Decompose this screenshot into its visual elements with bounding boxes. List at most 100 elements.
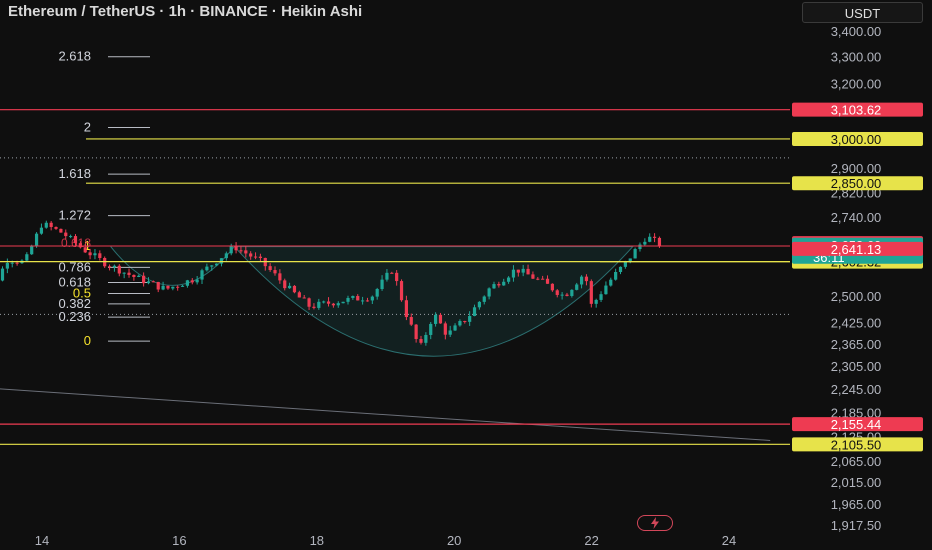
candle-body xyxy=(268,266,272,271)
candle-body xyxy=(579,276,584,285)
candle-body xyxy=(643,241,647,245)
candle-body xyxy=(161,285,165,290)
candle-body xyxy=(351,296,355,298)
candle-body xyxy=(331,303,336,306)
y-tick-label: 2,900.00 xyxy=(831,161,882,176)
candle-body xyxy=(210,265,214,267)
candle-body xyxy=(15,262,19,264)
fib-level-label: 2.618 xyxy=(58,49,91,64)
candle-body xyxy=(166,285,170,289)
y-tick-label: 2,305.00 xyxy=(831,359,882,374)
x-tick-label: 18 xyxy=(310,533,324,548)
candle-body xyxy=(180,285,185,287)
lightning-icon xyxy=(651,517,659,529)
candle-body xyxy=(185,280,190,286)
candle-body xyxy=(190,280,194,283)
candle-body xyxy=(429,323,433,335)
candle-body xyxy=(506,277,511,282)
candle-body xyxy=(390,272,394,274)
replay-button[interactable] xyxy=(637,515,673,531)
fib-level-label: 2 xyxy=(84,120,91,135)
candle-body xyxy=(10,262,14,264)
candle-body xyxy=(59,228,63,233)
candle-body xyxy=(341,301,345,304)
candle-body xyxy=(614,271,618,280)
candle-body xyxy=(229,246,233,254)
price-badge: 2,155.44 xyxy=(792,417,923,432)
x-tick-label: 24 xyxy=(722,533,736,548)
candle-body xyxy=(657,237,662,247)
candle-body xyxy=(93,253,97,256)
y-tick-label: 2,245.00 xyxy=(831,382,882,397)
y-tick-label: 3,400.00 xyxy=(831,24,882,39)
candle-body xyxy=(414,324,418,340)
candle-body xyxy=(142,275,146,284)
candle-body xyxy=(312,306,316,308)
candle-body xyxy=(205,266,209,271)
candle-body xyxy=(604,285,608,295)
candle-body xyxy=(575,284,579,290)
price-badge-label: 2,155.44 xyxy=(831,417,882,432)
candle-body xyxy=(502,281,506,286)
price-badge-label: 2,641.13 xyxy=(831,242,882,257)
candle-body xyxy=(112,265,117,268)
y-tick-label: 3,200.00 xyxy=(831,76,882,91)
candle-body xyxy=(317,301,321,308)
candle-body xyxy=(88,252,92,256)
price-badge-bg xyxy=(792,102,923,117)
price-badge: 2,850.00 xyxy=(792,176,923,191)
candle-body xyxy=(283,280,287,289)
candle-body xyxy=(419,339,423,343)
candle-body xyxy=(83,247,87,253)
candle-body xyxy=(594,299,598,304)
fib-level-label: 0.786 xyxy=(58,259,91,274)
y-tick-label: 2,365.00 xyxy=(831,337,882,352)
candle-body xyxy=(521,268,525,273)
fib-level-label: 0.382 xyxy=(58,296,91,311)
y-tick-label: 2,015.00 xyxy=(831,475,882,490)
price-badge-label: 2,850.00 xyxy=(831,176,882,191)
fib-level-label: 0.5 xyxy=(73,285,91,300)
candle-body xyxy=(511,269,516,278)
currency-button[interactable]: USDT xyxy=(802,2,923,23)
candle-body xyxy=(234,246,238,251)
candle-body xyxy=(472,307,477,316)
candle-body xyxy=(107,266,112,268)
candle-body xyxy=(127,272,131,275)
x-tick-label: 20 xyxy=(447,533,461,548)
candle-body xyxy=(375,289,379,297)
candle-body xyxy=(156,281,160,290)
candle-body xyxy=(516,269,520,273)
candle-body xyxy=(443,323,447,335)
candle-body xyxy=(648,236,652,242)
candle-body xyxy=(346,297,350,302)
candle-body xyxy=(356,296,360,301)
price-badge-bg xyxy=(792,417,923,432)
candle-body xyxy=(409,317,413,325)
candle-body xyxy=(399,281,404,301)
candle-body xyxy=(146,281,151,284)
candle-body xyxy=(584,276,589,282)
candle-body xyxy=(463,321,467,323)
candle-body xyxy=(652,236,657,238)
candle-body xyxy=(589,281,593,304)
candle-body xyxy=(609,279,613,286)
candle-body xyxy=(54,226,58,229)
candle-body xyxy=(448,330,452,335)
price-badge-bg xyxy=(792,131,923,146)
candle-body xyxy=(477,301,481,308)
y-tick-label: 3,300.00 xyxy=(831,50,882,65)
candle-body xyxy=(385,272,389,280)
candle-body xyxy=(249,253,253,257)
candle-body xyxy=(623,261,627,267)
candle-body xyxy=(64,232,68,237)
candle-body xyxy=(273,270,277,274)
candle-body xyxy=(618,266,623,272)
candle-body xyxy=(258,256,263,258)
candle-body xyxy=(541,278,545,280)
y-tick-label: 2,740.00 xyxy=(831,210,882,225)
x-tick-label: 14 xyxy=(35,533,49,548)
trendline xyxy=(0,388,771,441)
candle-body xyxy=(487,288,491,297)
